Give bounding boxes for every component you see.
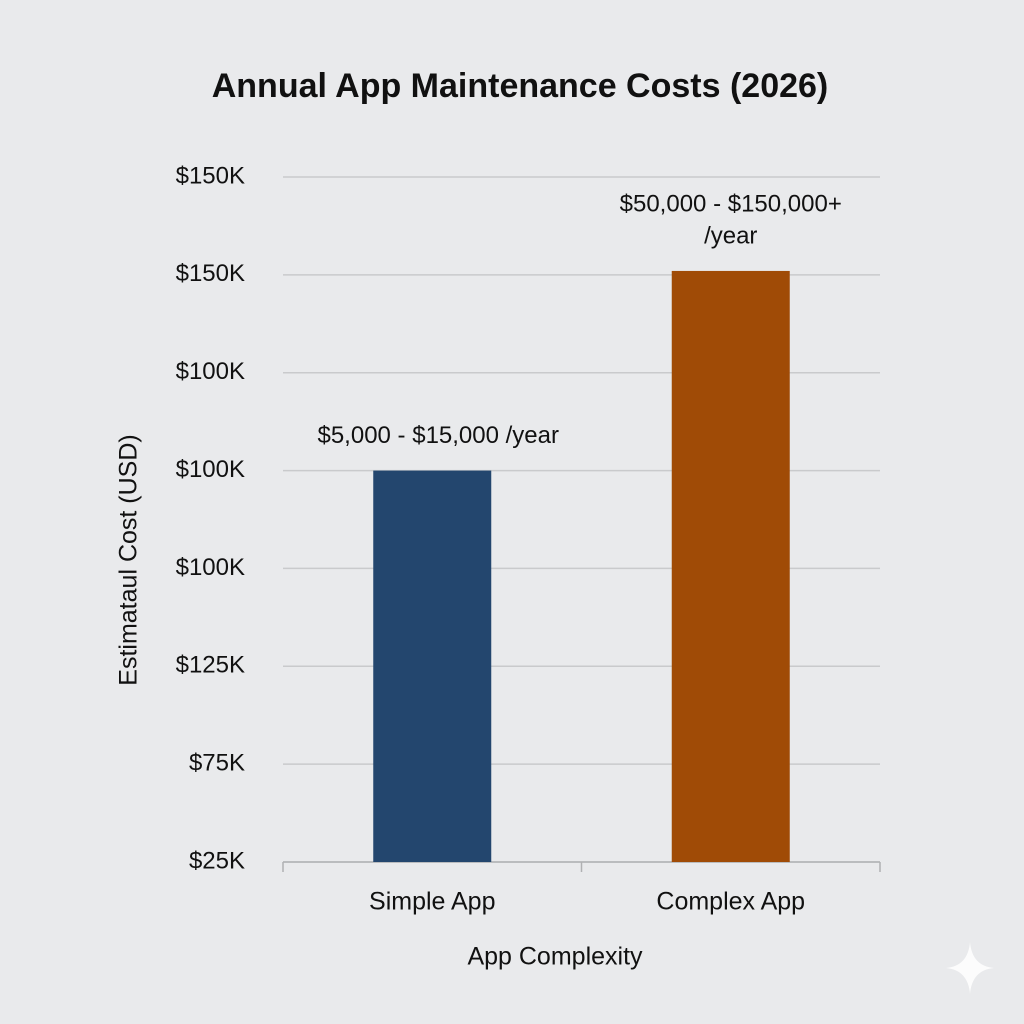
y-tick-label: $100K	[176, 358, 245, 385]
bar-annotation: /year	[704, 222, 757, 249]
y-axis-title: Estimataul Cost (USD)	[115, 434, 143, 685]
x-tick-label: Simple App	[369, 888, 495, 916]
y-tick-label: $125K	[176, 652, 245, 679]
chart-title: Annual App Maintenance Costs (2026)	[212, 67, 829, 105]
y-tick-label: $75K	[189, 749, 245, 776]
x-tick-label: Complex App	[656, 888, 805, 916]
y-tick-label: $150K	[176, 260, 245, 287]
y-tick-label: $150K	[176, 162, 245, 189]
y-tick-label: $100K	[176, 456, 245, 483]
bar-annotation: $5,000 - $15,000 /year	[317, 422, 559, 449]
sparkle-icon	[946, 942, 994, 994]
x-axis-title: App Complexity	[467, 943, 643, 971]
bar	[671, 270, 790, 862]
bar	[373, 470, 492, 862]
y-tick-label: $25K	[189, 847, 245, 874]
bar-annotation: $50,000 - $150,000+	[620, 190, 842, 217]
y-tick-label: $100K	[176, 554, 245, 581]
